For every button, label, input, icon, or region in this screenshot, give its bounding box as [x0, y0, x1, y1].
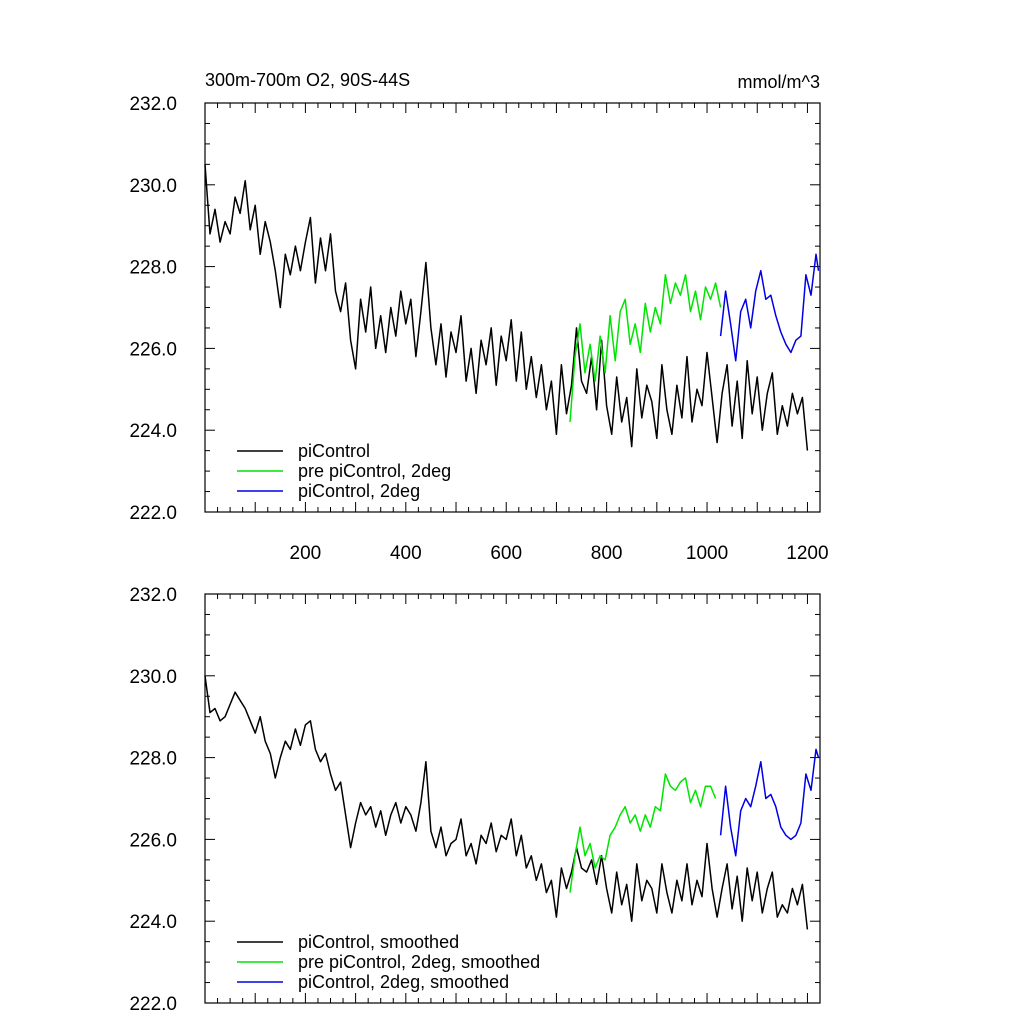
legend: piControl pre piControl, 2deg piControl,…	[237, 441, 451, 501]
legend-label: piControl, 2deg	[298, 481, 420, 501]
x-tick-label: 600	[490, 543, 522, 564]
series-line-picontrol-smoothed	[204, 675, 809, 930]
y-tick-label: 224.0	[129, 421, 177, 442]
x-tick-label: 1000	[686, 543, 728, 564]
legend-label: pre piControl, 2deg	[298, 461, 451, 481]
panel-top: 300m-700m O2, 90S-44S mmol/m^3 222.0 224.…	[129, 70, 828, 564]
y-tick-label: 226.0	[129, 339, 177, 360]
series-line-picontrol	[204, 164, 809, 451]
series-line-pre-picontrol-2deg-smoothed	[569, 773, 717, 893]
y-tick-labels: 222.0 224.0 226.0 228.0 230.0 232.0	[129, 94, 177, 524]
series-line-picontrol-2deg	[719, 253, 820, 362]
y-tick-labels: 222.0 224.0 226.0 228.0 230.0 232.0	[129, 585, 177, 1015]
legend-label: piControl, 2deg, smoothed	[298, 972, 509, 992]
x-tick-labels: 200 400 600 800 1000 1200	[290, 543, 829, 564]
y-tick-label: 230.0	[129, 667, 177, 688]
x-tick-label: 1200	[786, 543, 828, 564]
series-lines	[204, 164, 820, 451]
legend: piControl, smoothed pre piControl, 2deg,…	[237, 932, 540, 992]
axis-ticks	[205, 102, 820, 513]
y-tick-label: 222.0	[129, 503, 177, 524]
x-tick-label: 800	[591, 543, 623, 564]
units-label: mmol/m^3	[738, 72, 820, 92]
y-tick-label: 226.0	[129, 830, 177, 851]
series-lines	[204, 675, 820, 930]
series-line-pre-picontrol-2deg	[569, 274, 722, 423]
y-tick-label: 230.0	[129, 176, 177, 197]
legend-label: pre piControl, 2deg, smoothed	[298, 952, 540, 972]
y-tick-label: 232.0	[129, 585, 177, 606]
chart-title: 300m-700m O2, 90S-44S	[205, 70, 410, 90]
series-line-picontrol-2deg-smoothed	[719, 748, 820, 857]
axis-ticks	[205, 593, 820, 1004]
panel-bottom: 222.0 224.0 226.0 228.0 230.0 232.0 piControl…	[129, 585, 821, 1015]
y-tick-label: 232.0	[129, 94, 177, 115]
y-tick-label: 228.0	[129, 258, 177, 279]
legend-label: piControl, smoothed	[298, 932, 459, 952]
y-tick-label: 224.0	[129, 912, 177, 933]
y-tick-label: 222.0	[129, 994, 177, 1015]
x-tick-label: 200	[290, 543, 322, 564]
y-tick-label: 228.0	[129, 749, 177, 770]
x-tick-label: 400	[390, 543, 422, 564]
legend-label: piControl	[298, 441, 370, 461]
